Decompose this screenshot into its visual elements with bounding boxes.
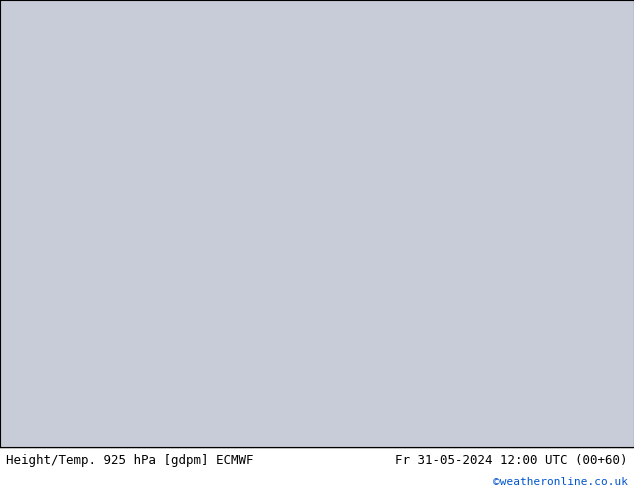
Text: Height/Temp. 925 hPa [gdpm] ECMWF: Height/Temp. 925 hPa [gdpm] ECMWF bbox=[6, 454, 254, 467]
Text: ©weatheronline.co.uk: ©weatheronline.co.uk bbox=[493, 477, 628, 487]
Text: Fr 31-05-2024 12:00 UTC (00+60): Fr 31-05-2024 12:00 UTC (00+60) bbox=[395, 454, 628, 467]
